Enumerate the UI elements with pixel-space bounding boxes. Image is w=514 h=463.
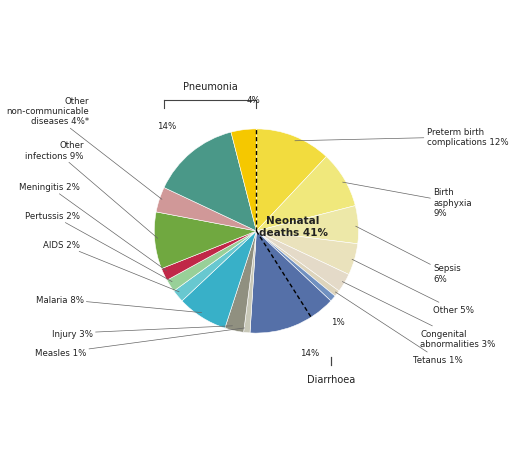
Text: Diarrhoea: Diarrhoea — [307, 374, 355, 384]
Wedge shape — [164, 133, 256, 232]
Wedge shape — [161, 232, 256, 281]
Wedge shape — [256, 232, 349, 291]
Wedge shape — [182, 232, 256, 328]
Text: 1%: 1% — [331, 317, 345, 326]
Text: Other
infections 9%: Other infections 9% — [25, 141, 158, 239]
Wedge shape — [256, 232, 339, 296]
Text: Congenital
abnormalities 3%: Congenital abnormalities 3% — [342, 282, 495, 348]
Text: Sepsis
6%: Sepsis 6% — [356, 227, 461, 283]
Text: Meningitis 2%: Meningitis 2% — [19, 182, 167, 271]
Text: Injury 3%: Injury 3% — [52, 326, 232, 338]
Text: Preterm birth
complications 12%: Preterm birth complications 12% — [295, 128, 508, 147]
Text: Other
non-communicable
diseases 4%*: Other non-communicable diseases 4%* — [6, 96, 162, 200]
Text: Neonatal
deaths 41%: Neonatal deaths 41% — [259, 215, 327, 237]
Text: Pertussis 2%: Pertussis 2% — [25, 211, 172, 282]
Text: Malaria 8%: Malaria 8% — [35, 295, 201, 313]
Text: AIDS 2%: AIDS 2% — [43, 240, 179, 292]
Wedge shape — [256, 157, 355, 232]
Wedge shape — [256, 206, 358, 244]
Text: 14%: 14% — [157, 121, 176, 131]
Wedge shape — [167, 232, 256, 291]
Wedge shape — [244, 232, 256, 333]
Text: 14%: 14% — [300, 349, 319, 357]
Wedge shape — [250, 232, 331, 333]
Wedge shape — [154, 213, 256, 269]
Text: Other 5%: Other 5% — [352, 260, 474, 314]
Wedge shape — [231, 130, 256, 232]
Wedge shape — [256, 232, 358, 275]
Wedge shape — [174, 232, 256, 301]
Text: Tetanus 1%: Tetanus 1% — [335, 292, 463, 364]
Wedge shape — [256, 130, 326, 232]
Text: Birth
asphyxia
9%: Birth asphyxia 9% — [343, 183, 472, 218]
Text: 4%: 4% — [247, 95, 261, 105]
Wedge shape — [256, 232, 335, 301]
Wedge shape — [156, 188, 256, 232]
Wedge shape — [225, 232, 256, 332]
Text: Pneumonia: Pneumonia — [183, 82, 237, 92]
Text: Measles 1%: Measles 1% — [35, 328, 245, 357]
